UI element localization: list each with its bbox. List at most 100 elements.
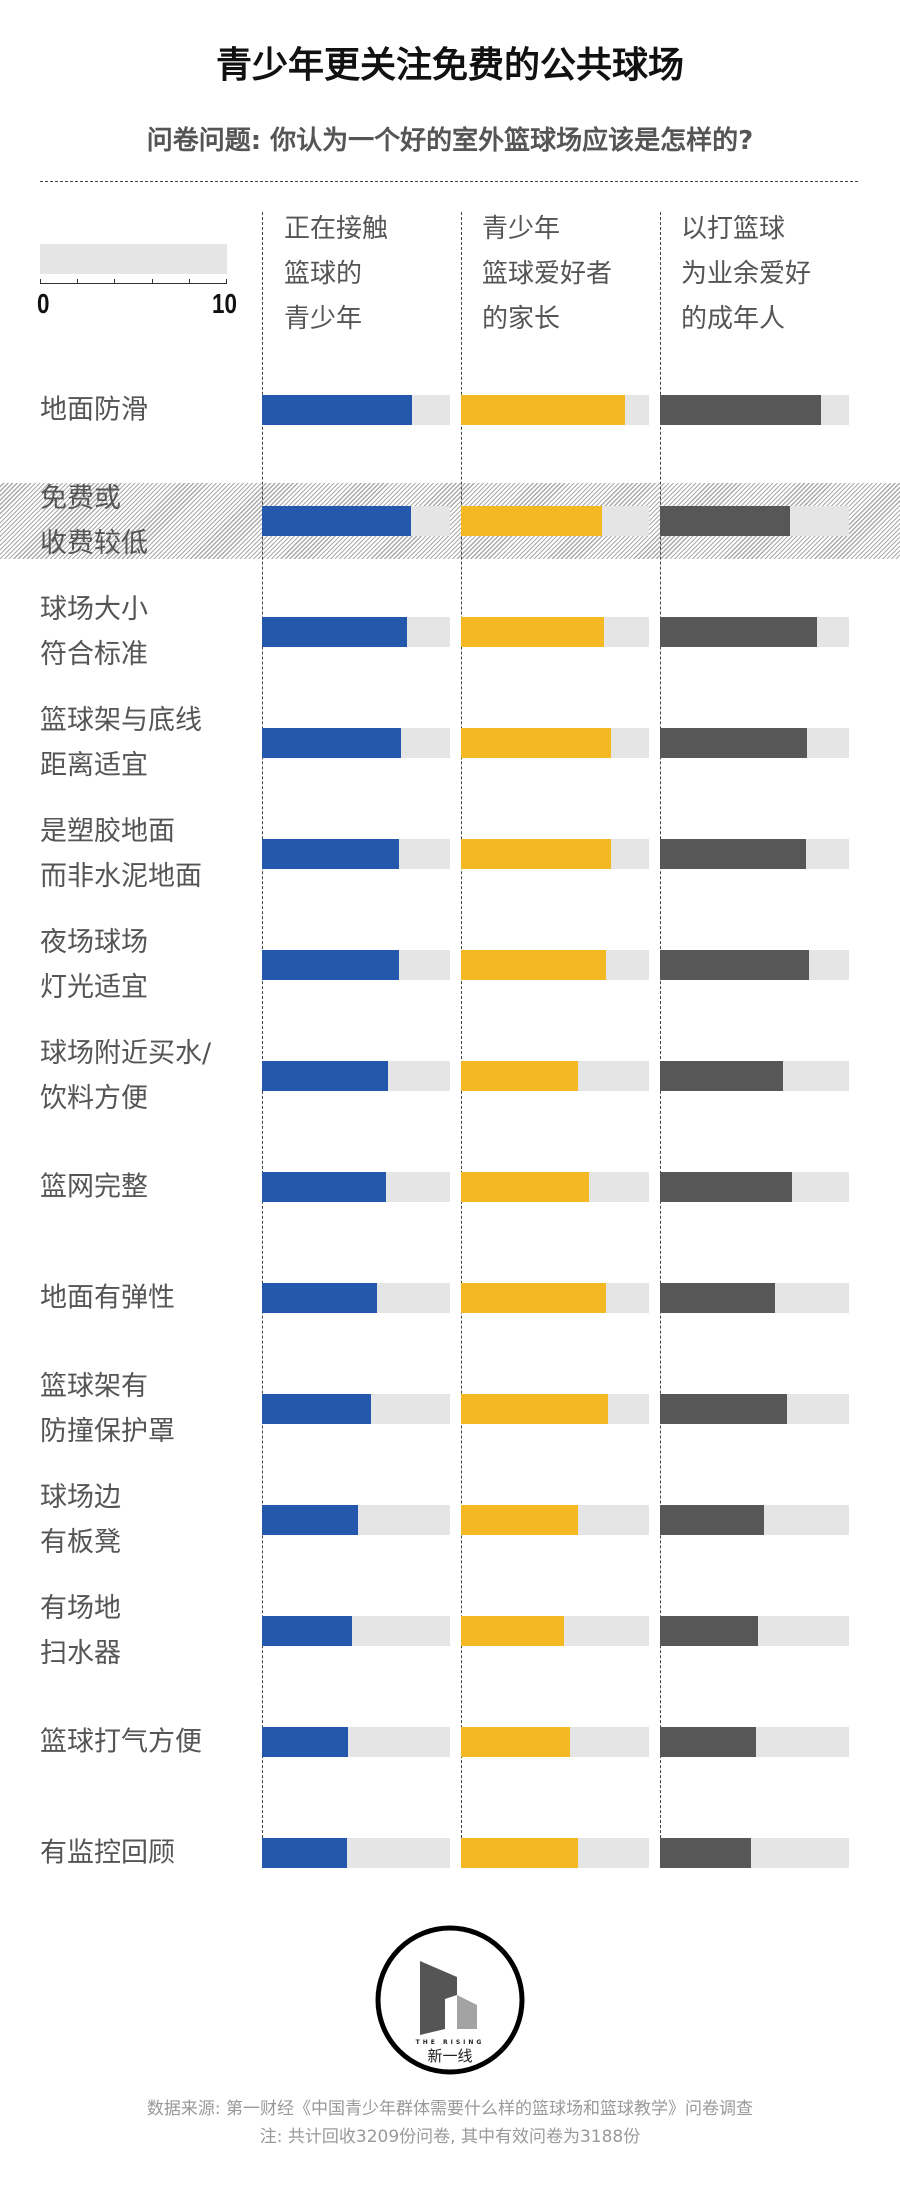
bar-track bbox=[461, 728, 649, 758]
logo-dark-shape bbox=[420, 1961, 457, 2035]
bar bbox=[461, 506, 602, 536]
bar bbox=[461, 617, 604, 647]
logo: THE RISING 新一线 bbox=[375, 1925, 525, 2075]
bar bbox=[262, 1616, 353, 1646]
bar bbox=[262, 1283, 377, 1313]
bar-track bbox=[262, 506, 450, 536]
logo-ring bbox=[375, 1925, 525, 2075]
category-label: 篮球架与底线 距离适宜 bbox=[40, 705, 202, 781]
bar-track bbox=[461, 950, 649, 980]
scale-tick bbox=[188, 279, 190, 284]
bar bbox=[660, 506, 791, 536]
column-divider bbox=[461, 212, 462, 1868]
bar bbox=[262, 1505, 358, 1535]
bar-track bbox=[660, 1283, 849, 1313]
scale-tick bbox=[226, 279, 227, 284]
chart-subtitle: 问卷问题: 你认为一个好的室外篮球场应该是怎样的? bbox=[146, 126, 754, 156]
category-label: 是塑胶地面 而非水泥地面 bbox=[40, 816, 202, 892]
scale-legend-axis bbox=[40, 283, 227, 284]
bar-track bbox=[262, 1616, 450, 1646]
series-header: 以打篮球 为业余爱好 的成年人 bbox=[681, 214, 812, 334]
bar-track bbox=[660, 506, 849, 536]
bar bbox=[660, 1283, 776, 1313]
bar bbox=[660, 395, 821, 425]
bar-track bbox=[461, 1283, 649, 1313]
bar bbox=[461, 839, 612, 869]
category-label: 篮网完整 bbox=[40, 1171, 148, 1203]
bar bbox=[262, 617, 407, 647]
bar-track bbox=[660, 1838, 849, 1868]
category-label: 篮球打气方便 bbox=[40, 1726, 202, 1758]
logo-text-cn: 新一线 bbox=[427, 2047, 472, 2065]
bar bbox=[461, 395, 625, 425]
bar bbox=[262, 395, 413, 425]
bar bbox=[660, 728, 808, 758]
logo-light-shape bbox=[457, 1995, 477, 2029]
category-label: 有监控回顾 bbox=[40, 1837, 175, 1869]
bar-track bbox=[660, 728, 849, 758]
bar bbox=[660, 950, 810, 980]
bar-track bbox=[262, 1727, 450, 1757]
bar-track bbox=[262, 950, 450, 980]
bar bbox=[262, 1838, 347, 1868]
bar-track bbox=[262, 1061, 450, 1091]
bar bbox=[660, 1727, 757, 1757]
bar bbox=[660, 839, 806, 869]
bar-track bbox=[461, 1061, 649, 1091]
bar-track bbox=[660, 839, 849, 869]
bar-track bbox=[461, 617, 649, 647]
bar bbox=[461, 728, 612, 758]
bar bbox=[262, 1394, 372, 1424]
source-note: 数据来源: 第一财经《中国青少年群体需要什么样的篮球场和篮球教学》问卷调查 bbox=[146, 2099, 754, 2119]
bar-track bbox=[461, 1505, 649, 1535]
bar-track bbox=[461, 395, 649, 425]
bar-track bbox=[262, 1394, 450, 1424]
category-label: 夜场球场 灯光适宜 bbox=[40, 927, 148, 1003]
bar bbox=[461, 950, 606, 980]
bar bbox=[461, 1505, 578, 1535]
bar bbox=[461, 1727, 571, 1757]
category-label: 有场地 扫水器 bbox=[40, 1593, 121, 1669]
bar bbox=[660, 1172, 793, 1202]
scale-tick bbox=[77, 279, 79, 284]
bar-track bbox=[660, 617, 849, 647]
bar-track bbox=[660, 1172, 849, 1202]
divider bbox=[40, 181, 858, 182]
bar bbox=[461, 1838, 578, 1868]
bar bbox=[461, 1172, 589, 1202]
column-divider bbox=[262, 212, 263, 1868]
scale-legend-bar bbox=[40, 244, 227, 274]
bar bbox=[461, 1283, 606, 1313]
series-header: 正在接触 篮球的 青少年 bbox=[284, 214, 389, 334]
bar bbox=[660, 1061, 783, 1091]
bar-track bbox=[660, 950, 849, 980]
scale-tick bbox=[114, 279, 116, 284]
bar-track bbox=[660, 1505, 849, 1535]
category-label: 球场大小 符合标准 bbox=[40, 594, 148, 670]
bar bbox=[262, 950, 400, 980]
scale-tick bbox=[151, 279, 153, 284]
bar bbox=[660, 1394, 787, 1424]
bar-track bbox=[262, 1505, 450, 1535]
category-label: 篮球架有 防撞保护罩 bbox=[40, 1371, 175, 1447]
bar-track bbox=[262, 617, 450, 647]
bar bbox=[262, 1061, 388, 1091]
scale-tick bbox=[40, 279, 41, 284]
footnote: 注: 共计回收3209份问卷, 其中有效问卷为3188份 bbox=[259, 2127, 641, 2147]
bar bbox=[262, 1172, 387, 1202]
category-label: 地面防滑 bbox=[40, 394, 148, 426]
bar bbox=[262, 506, 411, 536]
bar-track bbox=[461, 1727, 649, 1757]
bar-track bbox=[262, 728, 450, 758]
series-header: 青少年 篮球爱好者 的家长 bbox=[482, 214, 613, 334]
bar-track bbox=[461, 1616, 649, 1646]
scale-min-label: 0 bbox=[37, 288, 50, 319]
bar bbox=[660, 1505, 764, 1535]
bar bbox=[262, 728, 402, 758]
bar-track bbox=[461, 1172, 649, 1202]
category-label: 球场边 有板凳 bbox=[40, 1482, 121, 1558]
bar-track bbox=[461, 1394, 649, 1424]
bar bbox=[461, 1616, 565, 1646]
bar bbox=[461, 1061, 578, 1091]
chart-title: 青少年更关注免费的公共球场 bbox=[215, 45, 684, 86]
